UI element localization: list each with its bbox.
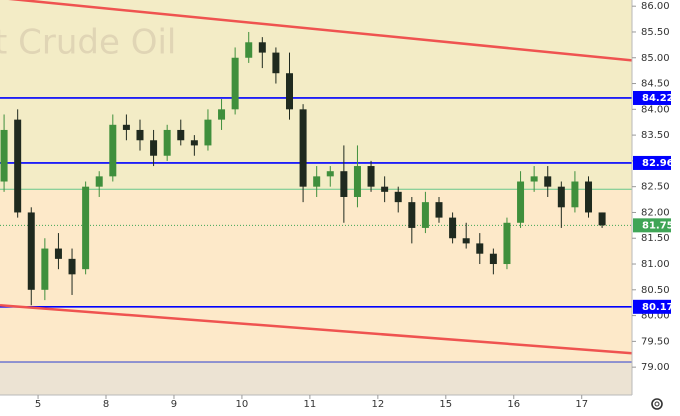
candle-body	[449, 217, 457, 239]
candle-body	[408, 202, 416, 228]
candle-body	[204, 119, 212, 146]
candle-body	[326, 171, 334, 177]
price-flag-label: 80.17	[642, 302, 674, 313]
y-tick-label: 80.00	[641, 311, 670, 322]
y-tick-label: 84.00	[641, 104, 670, 115]
candle-body	[503, 222, 511, 265]
price-flag	[633, 90, 671, 105]
candle-body	[285, 73, 293, 110]
candle-body	[190, 140, 198, 146]
candle-body	[163, 129, 171, 156]
x-tick-label: 5	[35, 399, 41, 410]
y-tick-label: 86.00	[641, 1, 670, 12]
y-tick-label: 79.00	[641, 362, 670, 373]
candle-body	[68, 258, 76, 275]
candle-body	[218, 109, 226, 120]
candle-body	[381, 186, 389, 192]
candle-body	[340, 171, 348, 197]
x-tick-label: 17	[575, 399, 588, 410]
candle-body	[313, 176, 321, 187]
x-axis-panel	[0, 395, 680, 416]
candle-body	[41, 248, 49, 290]
trend-line	[8, 0, 633, 62]
y-tick-label: 80.50	[641, 285, 670, 296]
x-tick-label: 9	[171, 399, 177, 410]
y-tick-label: 85.50	[641, 27, 670, 38]
candle-body	[476, 243, 484, 254]
price-flag-label: 84.22	[642, 93, 674, 104]
candle-body	[299, 109, 307, 187]
price-flag	[633, 218, 671, 233]
candle-body	[150, 140, 158, 156]
candle-body	[82, 186, 90, 270]
candle-body	[231, 57, 239, 110]
candle-body	[27, 212, 35, 290]
candle-body	[517, 181, 525, 223]
x-tick-label: 15	[439, 399, 452, 410]
price-flag-label: 82.96	[642, 158, 674, 169]
candle-body	[530, 176, 538, 182]
candle-body	[489, 253, 497, 265]
candle-body	[272, 52, 280, 74]
candle-body	[14, 119, 22, 213]
lower-zone	[0, 361, 632, 395]
candle-body	[462, 238, 470, 244]
candle-body	[54, 248, 62, 259]
candle-body	[136, 129, 144, 141]
x-tick-label: 8	[103, 399, 109, 410]
candle-body	[95, 176, 103, 187]
candle-body	[421, 202, 429, 228]
candle-body	[258, 42, 266, 53]
watermark: t Crude Oil	[0, 23, 176, 63]
y-tick-label: 81.50	[641, 233, 670, 244]
y-axis-panel	[632, 0, 680, 416]
y-tick-label: 83.50	[641, 130, 670, 141]
x-tick-label: 12	[371, 399, 384, 410]
upper-zone	[0, 0, 632, 190]
y-tick-label: 81.00	[641, 259, 670, 270]
candle-body	[544, 176, 552, 187]
price-flag-label: 81.75	[642, 220, 674, 231]
candle-body	[394, 191, 402, 203]
candle-body	[585, 181, 593, 213]
candle-body	[122, 124, 130, 130]
candle-body	[367, 166, 375, 187]
candle-body	[353, 166, 361, 197]
settings-icon[interactable]	[651, 398, 663, 410]
candle-body	[109, 124, 117, 177]
candle-body	[598, 212, 606, 226]
candle-body	[245, 42, 253, 58]
y-tick-label: 84.50	[641, 79, 670, 90]
candle-body	[435, 202, 443, 218]
y-tick-label: 82.00	[641, 207, 670, 218]
x-tick-label: 16	[507, 399, 520, 410]
y-tick-label: 79.50	[641, 336, 670, 347]
price-flag	[633, 155, 671, 170]
x-tick-label: 11	[304, 399, 317, 410]
trend-line	[0, 304, 633, 355]
candle-body	[571, 181, 579, 208]
y-tick-label: 82.50	[641, 182, 670, 193]
y-tick-label: 85.00	[641, 53, 670, 64]
candle-body	[0, 129, 8, 182]
candle-body	[177, 129, 185, 141]
x-tick-label: 10	[236, 399, 249, 410]
candle-body	[557, 186, 565, 208]
price-flag	[633, 299, 671, 314]
zones	[0, 0, 632, 395]
